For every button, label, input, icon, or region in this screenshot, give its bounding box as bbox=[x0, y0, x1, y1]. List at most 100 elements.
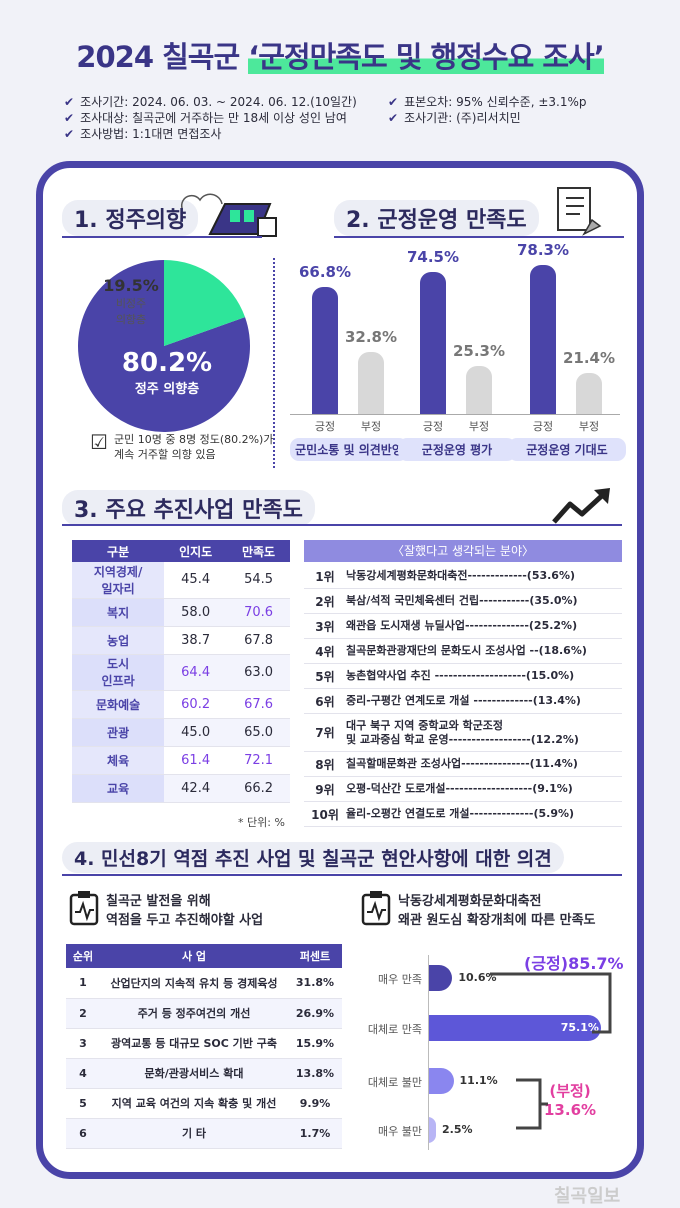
row-category: 문화예술 bbox=[72, 690, 165, 719]
th-project: 사 업 bbox=[100, 944, 288, 968]
bar-cat-label: 긍정 bbox=[532, 420, 554, 433]
th-percent: 퍼센트 bbox=[288, 944, 342, 968]
bar-negative-value: 25.3% bbox=[452, 341, 506, 360]
bar-positive bbox=[312, 287, 338, 414]
bar-cat-label: 긍정 bbox=[314, 420, 336, 433]
check-icon: ☑ bbox=[90, 430, 108, 454]
rank-text: 율리-오평간 연결도로 개설--------------(5.9%) bbox=[346, 807, 575, 820]
rank-item: 1위 낙동강세계평화문화대축전-------------(53.6%) bbox=[304, 564, 622, 589]
row-value: 67.8 bbox=[227, 626, 290, 655]
rank-item: 2위 북삼/석적 국민체육센터 건립-----------(35.0%) bbox=[304, 589, 622, 614]
priority-table: 순위 사 업 퍼센트 1 산업단지의 지속적 유치 등 경제육성 31.8% 2 주거 등 … bbox=[66, 944, 342, 1149]
rank-text: 칠곡문화관광재단의 문화도시 조성사업 --(18.6%) bbox=[346, 644, 587, 657]
row-value: 64.4 bbox=[164, 654, 228, 691]
bar-negative bbox=[576, 373, 602, 414]
rank-number: 10위 bbox=[311, 807, 339, 822]
rank-item: 3위 왜관읍 도시재생 뉴딜사업--------------(25.2%) bbox=[304, 614, 622, 639]
rank-item: 8위 칠곡할매문화관 조성사업---------------(11.4%) bbox=[304, 752, 622, 777]
table-row: 2 주거 등 정주여건의 개선 26.9% bbox=[66, 998, 342, 1029]
clipboard-icon-2 bbox=[361, 891, 391, 926]
rank-text: 왜관읍 도시재생 뉴딜사업--------------(25.2%) bbox=[346, 619, 578, 632]
bar-cat-label: 부정 bbox=[360, 420, 382, 433]
rank-number: 3위 bbox=[315, 619, 335, 634]
bar-negative bbox=[358, 351, 384, 414]
table-row: 4 문화/관광서비스 확대 13.8% bbox=[66, 1058, 342, 1089]
table-cell: 문화/관광서비스 확대 bbox=[100, 1058, 288, 1089]
hbar-value: 75.1% bbox=[560, 1021, 599, 1034]
table-cell: 지역 교육 여건의 지속 확충 및 개선 bbox=[100, 1088, 288, 1119]
survey-icon bbox=[557, 187, 602, 236]
table-row: 도시 인프라 64.4 63.0 bbox=[72, 654, 290, 691]
rank-number: 9위 bbox=[315, 782, 335, 797]
row-category: 복지 bbox=[72, 598, 165, 627]
info-left: ✔ 조사기간: 2024. 06. 03. ~ 2024. 06. 12.(10일… bbox=[64, 95, 357, 141]
satisfaction-table: 구분 인지도 만족도 지역경제/ 일자리 45.4 54.5 복지 58.0 70.6 농업 38… bbox=[72, 540, 290, 803]
bar-negative-value: 32.8% bbox=[344, 327, 398, 346]
pie-slice-nonresident bbox=[164, 260, 246, 346]
table-row: 3 광역교통 등 대규모 SOC 기반 구축 15.9% bbox=[66, 1028, 342, 1059]
th-awareness: 인지도 bbox=[164, 540, 228, 562]
bar-axis bbox=[290, 414, 620, 415]
hbar-value: 10.6% bbox=[458, 971, 497, 984]
rank-number: 1위 bbox=[315, 569, 335, 584]
section2-title: 2. 군정운영 만족도 bbox=[334, 200, 539, 236]
section1-rule bbox=[62, 236, 262, 238]
row-value: 67.6 bbox=[227, 690, 290, 719]
table-row: 복지 58.0 70.6 bbox=[72, 598, 290, 627]
rank-header: 〈잘했다고 생각되는 분야〉 bbox=[304, 540, 622, 562]
bracket-lines bbox=[490, 972, 612, 1130]
row-value: 70.6 bbox=[227, 598, 290, 627]
table-cell: 기 타 bbox=[100, 1118, 288, 1149]
table-row: 관광 45.0 65.0 bbox=[72, 718, 290, 747]
page-title: 2024 칠곡군 ‘군정만족도 및 행정수요 조사’ bbox=[76, 40, 605, 74]
rank-item: 7위 대구 북구 지역 중학교와 학군조정 및 교과중심 학교 운영-------… bbox=[304, 714, 622, 752]
th-category: 구분 bbox=[72, 540, 165, 562]
section3-title: 3. 주요 추진사업 만족도 bbox=[62, 490, 315, 526]
table-row: 지역경제/ 일자리 45.4 54.5 bbox=[72, 562, 290, 599]
rank-item: 4위 칠곡문화관광재단의 문화도시 조성사업 --(18.6%) bbox=[304, 639, 622, 664]
hbar bbox=[428, 1015, 601, 1041]
group-label: 군정운영 기대도 bbox=[508, 438, 626, 461]
rank-text: 낙동강세계평화문화대축전-------------(53.6%) bbox=[346, 569, 576, 582]
rank-item: 9위 오평-덕산간 도로개설-------------------(9.1%) bbox=[304, 777, 622, 802]
pie-note: 군민 10명 중 8명 정도(80.2%)가 계속 거주할 의향 있음 bbox=[114, 433, 274, 461]
row-value: 66.2 bbox=[227, 774, 290, 803]
hbar-category: 매우 불만 bbox=[378, 1125, 422, 1138]
group-label: 군정운영 평가 bbox=[398, 438, 516, 461]
rank-text: 대구 북구 지역 중학교와 학군조정 및 교과중심 학교 운영---------… bbox=[346, 718, 579, 746]
rank-number: 5위 bbox=[315, 669, 335, 684]
table-cell: 주거 등 정주여건의 개선 bbox=[100, 998, 288, 1029]
hbar-axis bbox=[428, 955, 429, 1150]
left-subtitle: 칠곡군 발전을 위해 역점을 두고 추진해야할 사업 bbox=[106, 894, 264, 928]
table-row: 농업 38.7 67.8 bbox=[72, 626, 290, 655]
row-category: 도시 인프라 bbox=[72, 654, 165, 691]
table-cell: 1 bbox=[66, 968, 100, 999]
row-category: 교육 bbox=[72, 774, 165, 803]
rank-text: 농촌협약사업 추진 --------------------(15.0%) bbox=[346, 669, 575, 682]
table-cell: 9.9% bbox=[288, 1088, 342, 1119]
bar-cat-label: 긍정 bbox=[422, 420, 444, 433]
pie-small-label: 19.5% 비정주 의향층 bbox=[103, 276, 159, 326]
row-value: 72.1 bbox=[227, 746, 290, 775]
clipboard-icon bbox=[69, 891, 99, 926]
hbar bbox=[428, 965, 453, 991]
row-category: 관광 bbox=[72, 718, 165, 747]
rank-number: 8위 bbox=[315, 757, 335, 772]
bar-positive-value: 74.5% bbox=[406, 248, 460, 267]
rank-item: 10위 율리-오평간 연결도로 개설--------------(5.9%) bbox=[304, 802, 622, 827]
table-cell: 26.9% bbox=[288, 998, 342, 1029]
hbar bbox=[428, 1117, 436, 1143]
table-cell: 13.8% bbox=[288, 1058, 342, 1089]
rank-text: 칠곡할매문화관 조성사업---------------(11.4%) bbox=[346, 757, 578, 770]
row-category: 농업 bbox=[72, 626, 165, 655]
section4-rule bbox=[62, 874, 622, 876]
row-value: 42.4 bbox=[164, 774, 228, 803]
table-cell: 15.9% bbox=[288, 1028, 342, 1059]
pie-chart bbox=[78, 260, 250, 432]
right-subtitle: 낙동강세계평화문화대축전 왜관 원도심 확장개최에 따른 만족도 bbox=[398, 894, 596, 928]
hbar-category: 대체로 만족 bbox=[367, 1023, 422, 1036]
row-category: 체육 bbox=[72, 746, 165, 775]
row-value: 65.0 bbox=[227, 718, 290, 747]
row-value: 45.0 bbox=[164, 718, 228, 747]
